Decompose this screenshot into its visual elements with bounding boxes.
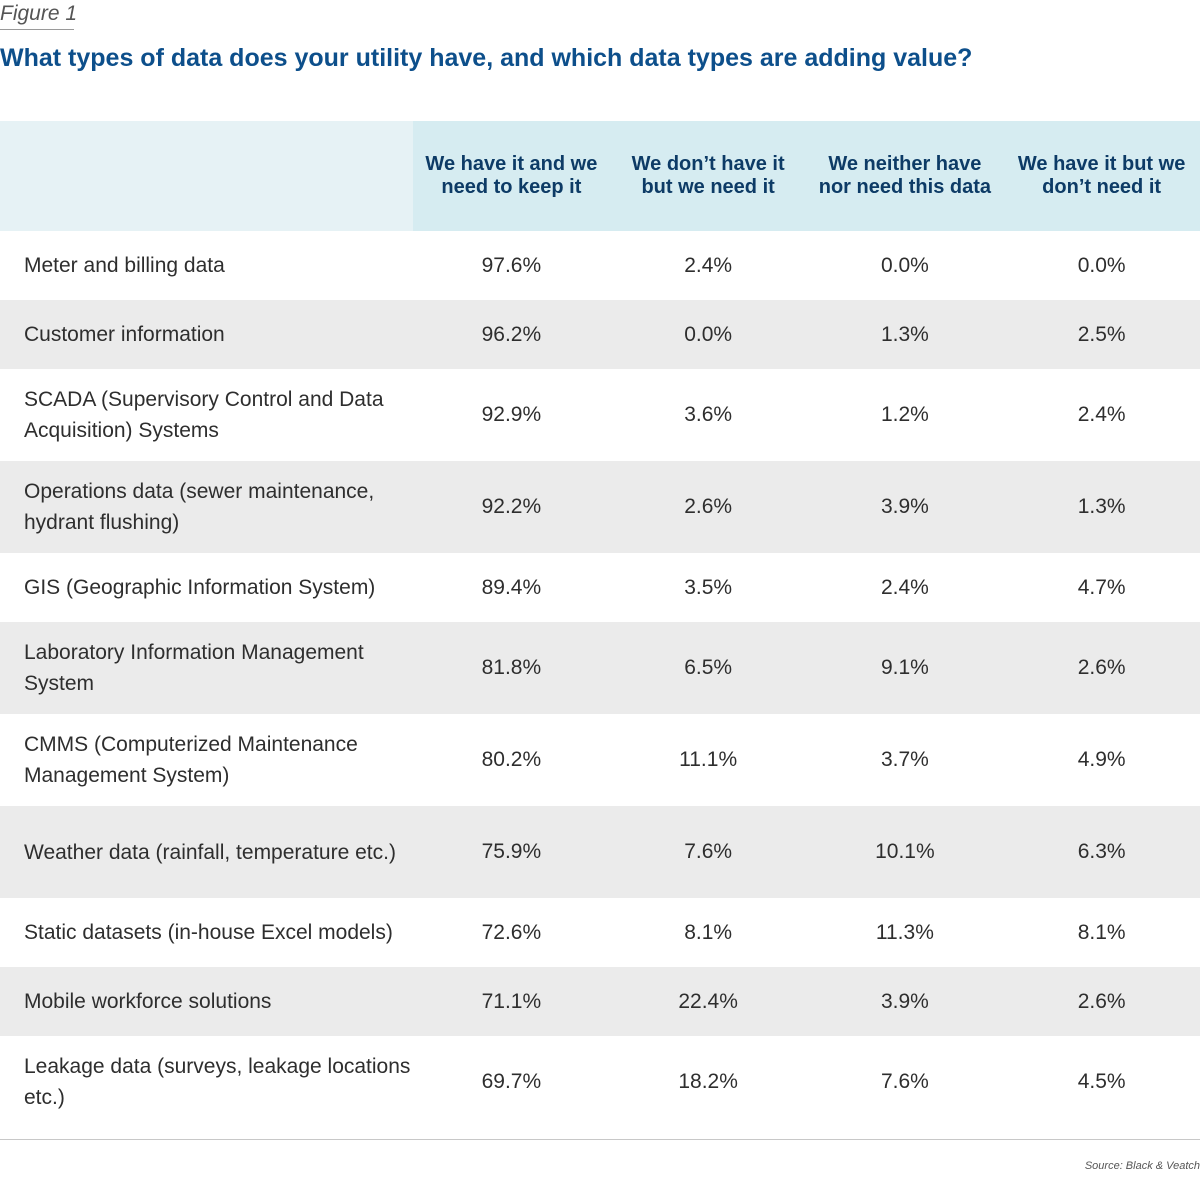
row-label: Mobile workforce solutions — [0, 967, 413, 1036]
cell-value: 0.0% — [1077, 253, 1126, 277]
table-row: CMMS (Computerized Maintenance Managemen… — [0, 714, 1200, 806]
column-header: We neither have nor need this data — [806, 121, 1004, 231]
cell-value: 3.5% — [684, 575, 733, 599]
data-table: We have it and we need to keep it We don… — [0, 121, 1200, 1128]
cell-value: 72.6% — [481, 920, 542, 944]
cell-value: 71.1% — [413, 967, 610, 1036]
row-label: Static datasets (in-house Excel models) — [24, 921, 393, 944]
cell-value: 2.4% — [684, 253, 733, 277]
cell-value: 80.2% — [481, 748, 542, 771]
table-row: Customer information 96.2% 0.0% 1.3% 2.5% — [0, 300, 1200, 369]
cell-value: 2.6% — [609, 461, 807, 553]
cell-value: 8.1% — [1077, 920, 1126, 944]
cell-value: 1.2% — [880, 403, 929, 426]
header-corner — [0, 121, 413, 231]
cell-value: 3.6% — [684, 403, 733, 426]
cell-value: 2.4% — [1077, 403, 1126, 426]
cell-value: 96.2% — [413, 300, 610, 369]
header-row: We have it and we need to keep it We don… — [0, 121, 1200, 231]
table-row: Laboratory Information Management System… — [0, 622, 1200, 714]
row-label: GIS (Geographic Information System) — [24, 576, 376, 599]
cell-value: 2.6% — [1003, 622, 1200, 714]
cell-value: 1.3% — [806, 300, 1004, 369]
cell-value: 11.3% — [875, 920, 934, 944]
cell-value: 0.0% — [880, 253, 929, 277]
chart-title: What types of data does your utility hav… — [0, 44, 973, 72]
cell-value: 4.7% — [1077, 575, 1126, 599]
cell-value: 9.1% — [806, 622, 1004, 714]
table-row: Meter and billing data 97.6% 2.4% 0.0% 0.0% — [0, 231, 1200, 300]
table-row: Weather data (rainfall, temperature etc.… — [0, 806, 1200, 898]
row-label: CMMS (Computerized Maintenance Managemen… — [24, 733, 358, 787]
cell-value: 92.9% — [481, 403, 542, 426]
cell-value: 81.8% — [413, 622, 610, 714]
row-label: Operations data (sewer maintenance, hydr… — [0, 461, 413, 553]
row-label: SCADA (Supervisory Control and Data Acqu… — [24, 388, 384, 442]
cell-value: 2.6% — [1003, 967, 1200, 1036]
row-label: Meter and billing data — [24, 254, 225, 277]
cell-value: 6.5% — [609, 622, 807, 714]
cell-value: 89.4% — [481, 575, 542, 599]
row-label: Customer information — [0, 300, 413, 369]
table-row: Leakage data (surveys, leakage locations… — [0, 1036, 1200, 1128]
column-header: We have it but we don’t need it — [1003, 121, 1200, 231]
cell-value: 75.9% — [413, 806, 610, 898]
cell-value: 1.3% — [1003, 461, 1200, 553]
table-row: SCADA (Supervisory Control and Data Acqu… — [0, 369, 1200, 461]
cell-value: 97.6% — [481, 253, 542, 277]
table-row: Operations data (sewer maintenance, hydr… — [0, 461, 1200, 553]
cell-value: 8.1% — [684, 920, 733, 944]
cell-value: 22.4% — [609, 967, 807, 1036]
table-row: Mobile workforce solutions 71.1% 22.4% 3.9%… — [0, 967, 1200, 1036]
column-header: We don’t have it but we need it — [609, 121, 807, 231]
cell-value: 2.4% — [880, 575, 929, 599]
table-row: Static datasets (in-house Excel models) 7… — [0, 898, 1200, 967]
cell-value: 92.2% — [413, 461, 610, 553]
cell-value: 10.1% — [806, 806, 1004, 898]
cell-value: 3.7% — [880, 748, 929, 771]
cell-value: 2.5% — [1003, 300, 1200, 369]
source-note: Source: Black & Veatch — [1084, 1160, 1200, 1172]
row-label: Laboratory Information Management System — [0, 622, 413, 714]
cell-value: 69.7% — [481, 1070, 542, 1093]
cell-value: 4.9% — [1077, 748, 1126, 771]
row-label: Weather data (rainfall, temperature etc.… — [0, 806, 413, 898]
column-header: We have it and we need to keep it — [413, 121, 610, 231]
cell-value: 7.6% — [880, 1070, 929, 1093]
cell-value: 7.6% — [609, 806, 807, 898]
row-label: Leakage data (surveys, leakage locations… — [24, 1055, 411, 1109]
cell-value: 18.2% — [678, 1070, 738, 1093]
table-body: Meter and billing data 97.6% 2.4% 0.0% 0.0% C… — [0, 231, 1200, 1128]
cell-value: 11.1% — [679, 748, 738, 771]
bottom-rule — [0, 1139, 1200, 1140]
cell-value: 6.3% — [1003, 806, 1200, 898]
figure-label: Figure 1 — [0, 2, 78, 25]
figure-label-underline — [0, 29, 74, 30]
cell-value: 3.9% — [806, 967, 1004, 1036]
cell-value: 3.9% — [806, 461, 1004, 553]
cell-value: 4.5% — [1077, 1070, 1126, 1093]
table-row: GIS (Geographic Information System) 89.4%… — [0, 553, 1200, 622]
cell-value: 0.0% — [609, 300, 807, 369]
